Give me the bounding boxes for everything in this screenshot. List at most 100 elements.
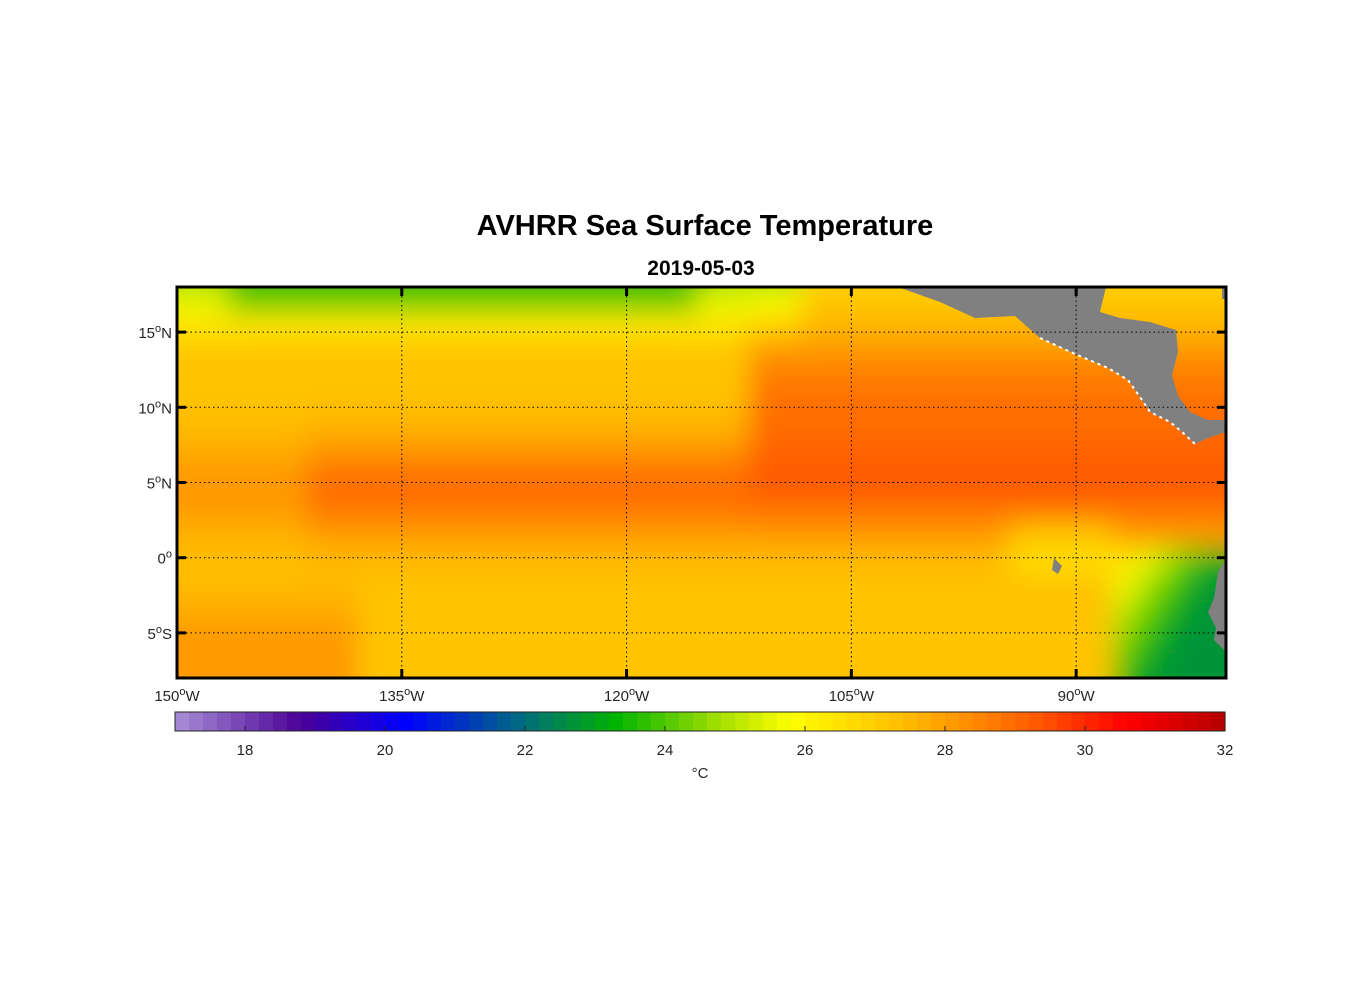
sst-cell [1009,443,1036,470]
sst-cell [1243,625,1270,652]
sst-cell [515,521,542,548]
sst-cell [541,521,568,548]
sst-cell [229,547,256,574]
sst-cell [775,677,802,678]
colorbar-segment [1113,712,1128,731]
colorbar-segment [329,712,344,731]
sst-cell [333,651,360,678]
colorbar-segment [469,712,484,731]
sst-cell [307,313,334,340]
sst-cell [1139,287,1166,314]
sst-cell [489,521,516,548]
sst-cell [723,391,750,418]
sst-cell [1035,521,1062,548]
sst-cell [749,391,776,418]
sst-cell [255,625,282,652]
sst-cell [567,443,594,470]
sst-cell [879,417,906,444]
sst-cell [333,677,360,678]
sst-cell [437,287,464,288]
sst-cell [567,651,594,678]
sst-cell [879,287,906,288]
sst-cell [1243,703,1270,730]
colorbar-segment [1141,712,1156,731]
colorbar-segment [1127,712,1142,731]
sst-cell [1035,287,1062,288]
sst-cell [1061,599,1088,626]
sst-cell [515,677,542,678]
sst-cell [229,287,256,314]
sst-cell [749,443,776,470]
sst-cell [697,521,724,548]
sst-cell [515,443,542,470]
sst-cell [723,417,750,444]
sst-cell [801,651,828,678]
sst-cell [281,573,308,600]
sst-cell [697,287,724,314]
sst-cell [905,677,932,678]
sst-cell [1035,365,1062,392]
sst-cell [541,313,568,340]
land-galapagos [1052,558,1062,574]
sst-cell [1165,677,1192,678]
y-tick-label: 15oN [138,323,172,342]
colorbar-segment [1099,712,1114,731]
sst-cell [541,365,568,392]
sst-cell [229,495,256,522]
sst-cell [1165,495,1192,522]
sst-cell [983,573,1010,600]
sst-cell [229,677,256,678]
sst-cell [775,313,802,340]
sst-cell [1087,391,1114,418]
sst-cell [853,287,880,314]
sst-cell [385,287,412,288]
colorbar-segment [525,712,540,731]
sst-cell [1191,677,1218,678]
colorbar-segment [567,712,582,731]
sst-cell [489,443,516,470]
colorbar-segment [189,712,204,731]
sst-cell [281,287,308,288]
sst-cell [1243,339,1270,366]
sst-cell [333,287,360,288]
sst-cell [1191,573,1218,600]
sst-cell [853,443,880,470]
sst-cell [775,443,802,470]
sst-cell [515,547,542,574]
colorbar-segment [707,712,722,731]
colorbar-segment [665,712,680,731]
sst-cell [567,677,594,678]
sst-cell [1009,287,1036,288]
x-tick-label: 90oW [1058,686,1096,705]
sst-cell [177,391,204,418]
sst-cell [931,651,958,678]
sst-cell [1243,495,1270,522]
sst-cell [827,313,854,340]
sst-cell [593,651,620,678]
sst-cell [801,443,828,470]
sst-cell [697,339,724,366]
sst-cell [645,547,672,574]
sst-cell [801,287,828,288]
sst-cell [1217,339,1226,366]
sst-cell [853,625,880,652]
sst-cell [203,339,230,366]
sst-cell [307,625,334,652]
sst-cell [1191,365,1218,392]
sst-cell [879,573,906,600]
sst-cell [957,365,984,392]
sst-cell [177,417,178,444]
sst-cell [463,651,490,678]
sst-cell [619,365,646,392]
sst-cell [255,495,282,522]
sst-cell [1035,495,1062,522]
sst-cell [1009,365,1036,392]
sst-cell [437,547,464,574]
sst-cell [333,417,360,444]
sst-cell [1243,287,1270,314]
sst-cell [905,599,932,626]
colorbar-segment [1057,712,1072,731]
sst-cell [229,339,256,366]
land [898,287,1226,652]
colorbar-segment [273,712,288,731]
